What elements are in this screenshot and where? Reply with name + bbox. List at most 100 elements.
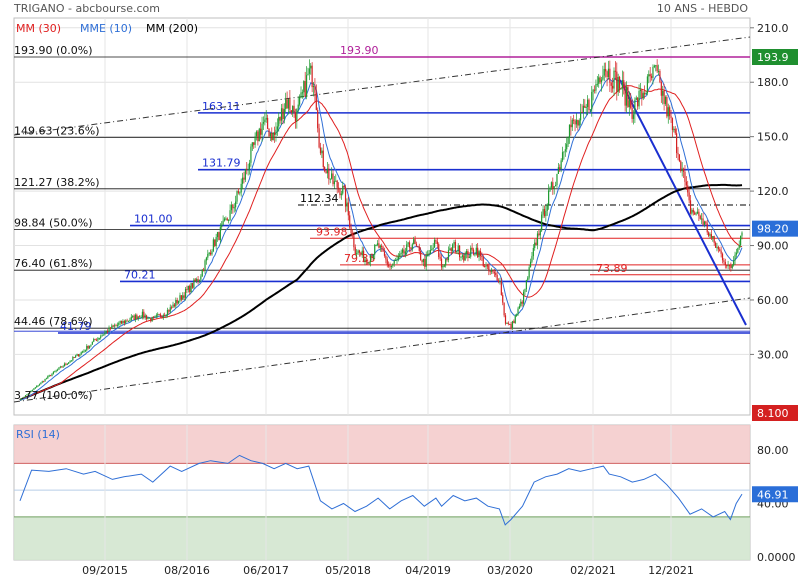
candle-body [300,92,302,98]
candle-body [308,68,310,74]
candle-body [664,96,667,104]
candle-body [624,85,626,106]
candle-body [446,258,448,260]
y-tick-label: 90.00 [757,240,789,253]
rsi-zones [14,425,750,560]
candle-body [612,85,614,89]
candle-body [433,240,436,248]
candle-body [681,168,683,172]
candle-body [233,207,235,209]
candle-body [560,160,562,169]
badge-last-bg [752,220,798,237]
candle-body [37,385,39,387]
candle-body [279,117,281,121]
candle-body [456,251,458,253]
candle-body [528,267,530,278]
candle-body [542,209,544,215]
candle-body [340,193,342,196]
candle-body [75,355,77,358]
candle-body [659,71,661,83]
candle-body [115,325,117,327]
candle-body [721,253,724,261]
y-tick-label: 210.0 [757,22,789,35]
candle-body [94,339,96,341]
candle-body [147,317,149,320]
candle-body [688,192,690,201]
candle-body [481,256,483,258]
candle-body [72,357,74,361]
candle-body [176,300,178,304]
candle-body [492,270,494,273]
candle-body [586,99,589,107]
candle-body [440,258,443,268]
candle-body [410,247,412,250]
candle-body [335,180,337,182]
candle-body [273,132,276,135]
candle-body [506,322,508,324]
candle-body [262,122,265,124]
candle-body [728,265,731,267]
candle-body [691,209,693,214]
candle-body [324,167,326,172]
candle-body [460,256,462,258]
candle-body [740,235,742,246]
candle-body [550,182,553,188]
candle-body [477,247,479,258]
candle-body [102,334,105,336]
candle-body [525,280,527,290]
x-tick-label: 04/2019 [405,564,451,577]
badge-rsi-bg [752,486,798,503]
candle-body [699,215,701,219]
candle-body [136,314,138,320]
candle-body [511,321,514,329]
candle-body [475,247,477,255]
candle-body [613,70,615,89]
candle-body [431,249,433,251]
ma30-series [19,85,743,401]
candle-body [148,317,150,319]
candle-body [735,252,738,255]
candle-body [292,105,294,113]
candle-body [581,111,583,113]
ma30-line [19,85,743,401]
fib-label: 44.46 (78.6%) [14,315,93,328]
candle-body [709,234,711,236]
candle-body [193,279,195,288]
candle-body [605,68,607,72]
candle-body [682,168,685,172]
candle-body [720,250,722,254]
candle-body [79,354,81,357]
candle-body [44,379,46,382]
candle-body [705,221,707,224]
candle-body [589,109,591,111]
candle-body [116,324,118,326]
candle-body [641,89,643,99]
candle-body [383,251,386,256]
candle-body [307,73,309,76]
rsi-series [19,454,743,526]
candle-body [644,93,646,95]
candle-body [208,252,210,254]
candle-body [400,252,402,254]
candle-body [724,261,726,266]
candle-body [574,120,576,125]
candle-body [438,244,440,257]
candle-body [521,301,523,304]
candle-body [158,314,160,316]
legend-mm30: MM (30) [16,22,61,35]
candle-body [478,251,480,258]
candle-body [322,150,324,168]
candle-body [657,71,660,73]
candle-body [428,253,430,255]
candle-body [474,254,476,256]
candle-body [674,128,676,134]
ma200-series [19,183,743,401]
candle-body [375,244,377,246]
candle-body [687,185,689,193]
candle-body [240,183,242,193]
candle-body [667,107,669,117]
candle-body [303,81,305,93]
candle-body [367,261,369,264]
candle-body [194,279,196,282]
candle-body [51,373,53,376]
